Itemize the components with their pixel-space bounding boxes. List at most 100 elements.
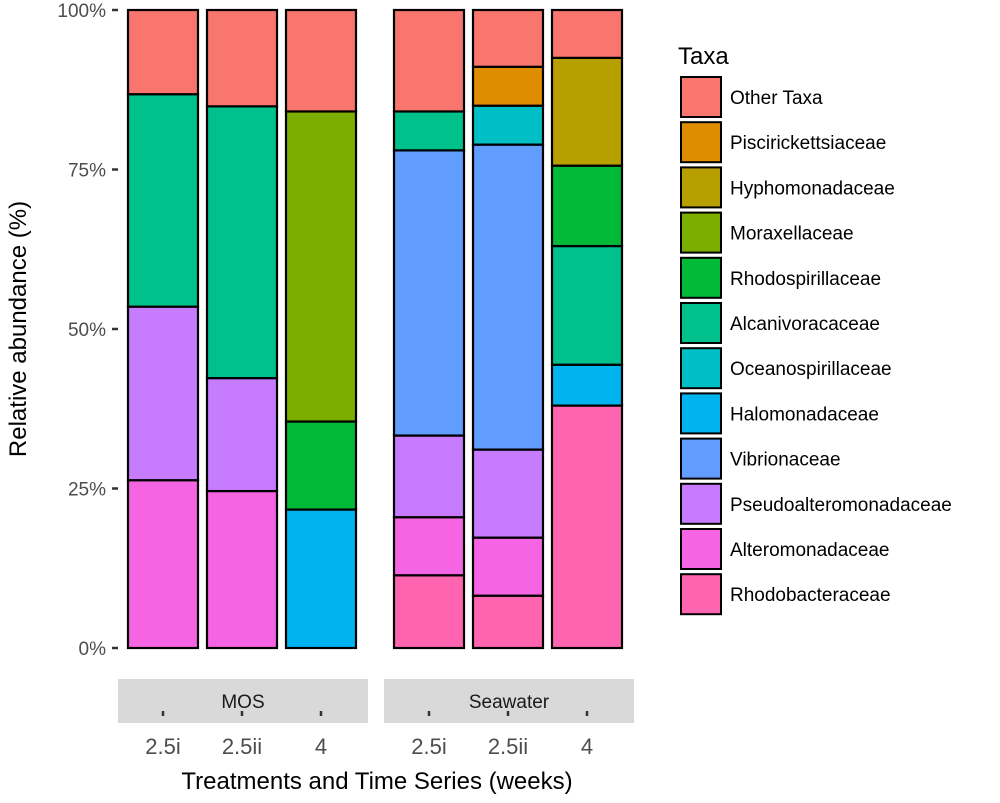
bar-segment-mos-4-rhodospirillaceae xyxy=(284,420,358,511)
bar-segment-seawater-2-5i-vibrionaceae xyxy=(392,149,466,437)
legend-item-alcanivoracaceae: Alcanivoracaceae xyxy=(680,302,880,344)
legend-item-rhodobacteraceae: Rhodobacteraceae xyxy=(680,573,891,616)
legend-item-halomonadaceae: Halomonadaceae xyxy=(680,392,879,435)
bar-segment-seawater-4-hyphomonadaceae xyxy=(550,56,624,167)
legend-key-piscirickettsiaceae xyxy=(680,121,722,164)
legend-label-other-taxa: Other Taxa xyxy=(730,88,823,109)
x-axis-tick-labels: 2.5i 2.5ii 4 2.5i 2.5ii 4 xyxy=(145,711,593,759)
bar-segment-seawater-4-other-taxa xyxy=(550,8,624,59)
y-tick-label-75: 75% xyxy=(68,161,106,182)
bar-segment-seawater-2-5i-rhodobacteraceae xyxy=(392,574,466,650)
facet-strip-mos: MOS xyxy=(118,679,368,723)
legend-label-hyphomonadaceae: Hyphomonadaceae xyxy=(730,178,895,199)
legend-item-moraxellaceae: Moraxellaceae xyxy=(680,211,854,254)
bar-mos-4 xyxy=(284,8,358,650)
legend-label-piscirickettsiaceae: Piscirickettsiaceae xyxy=(730,133,886,154)
legend-key-rhodobacteraceae xyxy=(680,573,722,616)
facet-strips: MOS Seawater xyxy=(118,679,634,723)
bar-segment-mos-2-5ii-pseudoalteromonadaceae xyxy=(205,377,279,493)
bar-segment-seawater-2-5ii-alteromonadaceae xyxy=(471,536,545,597)
bar-segment-seawater-4-halomonadaceae xyxy=(550,363,624,407)
legend-label-alcanivoracaceae: Alcanivoracaceae xyxy=(730,314,880,335)
bar-mos-2-5ii xyxy=(205,8,279,650)
bar-segment-mos-2-5i-alteromonadaceae xyxy=(126,479,200,650)
bar-segment-seawater-4-rhodobacteraceae xyxy=(550,404,624,650)
bar-segment-mos-4-moraxellaceae xyxy=(284,110,358,423)
legend-item-alteromonadaceae: Alteromonadaceae xyxy=(680,528,890,570)
bar-segment-seawater-2-5ii-oceanospirillaceae xyxy=(471,104,545,146)
legend-label-rhodobacteraceae: Rhodobacteraceae xyxy=(730,585,891,606)
legend-label-alteromonadaceae: Alteromonadaceae xyxy=(730,540,890,561)
bar-segment-seawater-2-5ii-vibrionaceae xyxy=(471,143,545,451)
bar-segment-mos-2-5ii-alcanivoracaceae xyxy=(205,105,279,380)
y-tick-label-100: 100% xyxy=(57,1,106,22)
legend-item-vibrionaceae: Vibrionaceae xyxy=(680,437,841,480)
x-tick-label-mos-2-5i: 2.5i xyxy=(145,734,180,759)
legend-item-pseudoalteromonadaceae: Pseudoalteromonadaceae xyxy=(680,482,952,525)
chart-panels xyxy=(126,8,624,650)
bar-seawater-4 xyxy=(550,8,624,650)
legend-item-rhodospirillaceae: Rhodospirillaceae xyxy=(680,256,881,299)
legend-key-alcanivoracaceae xyxy=(680,302,722,344)
y-tick-label-25: 25% xyxy=(68,480,106,501)
y-axis: 0% 25% 50% 75% 100% xyxy=(57,1,118,660)
legend-key-vibrionaceae xyxy=(680,437,722,480)
legend-key-halomonadaceae xyxy=(680,392,722,435)
legend-label-halomonadaceae: Halomonadaceae xyxy=(730,404,879,425)
legend: Taxa Other Taxa Piscirickettsiaceae Hyphom… xyxy=(678,43,952,616)
legend-label-moraxellaceae: Moraxellaceae xyxy=(730,224,854,245)
facet-strip-seawater: Seawater xyxy=(384,679,634,723)
panel-seawater xyxy=(392,8,624,650)
facet-label-seawater: Seawater xyxy=(469,692,550,713)
panel-mos xyxy=(126,8,358,650)
legend-label-rhodospirillaceae: Rhodospirillaceae xyxy=(730,269,881,290)
bar-segment-mos-2-5i-other-taxa xyxy=(126,8,200,96)
legend-item-oceanospirillaceae: Oceanospirillaceae xyxy=(680,347,892,390)
bar-segment-seawater-2-5ii-rhodobacteraceae xyxy=(471,594,545,650)
bar-segment-mos-4-other-taxa xyxy=(284,8,358,113)
facet-label-mos: MOS xyxy=(221,692,264,713)
legend-key-hyphomonadaceae xyxy=(680,166,722,209)
bar-seawater-2-5ii xyxy=(471,8,545,650)
bar-segment-seawater-2-5ii-piscirickettsiaceae xyxy=(471,65,545,107)
bar-segment-mos-2-5i-alcanivoracaceae xyxy=(126,93,200,308)
y-tick-label-0: 0% xyxy=(79,639,107,660)
legend-label-oceanospirillaceae: Oceanospirillaceae xyxy=(730,359,892,380)
bar-segment-mos-2-5ii-alteromonadaceae xyxy=(205,489,279,650)
y-tick-label-50: 50% xyxy=(68,320,106,341)
legend-item-other-taxa: Other Taxa xyxy=(680,76,823,118)
bar-segment-mos-2-5ii-other-taxa xyxy=(205,8,279,108)
bar-segment-seawater-2-5i-alcanivoracaceae xyxy=(392,110,466,152)
legend-items: Other Taxa Piscirickettsiaceae Hyphomonada… xyxy=(680,76,952,616)
bar-seawater-2-5i xyxy=(392,8,466,650)
bar-segment-seawater-2-5i-pseudoalteromonadaceae xyxy=(392,434,466,519)
legend-label-pseudoalteromonadaceae: Pseudoalteromonadaceae xyxy=(730,495,952,516)
x-axis-title: Treatments and Time Series (weeks) xyxy=(181,768,572,795)
legend-label-vibrionaceae: Vibrionaceae xyxy=(730,450,841,471)
x-tick-label-mos-2-5ii: 2.5ii xyxy=(222,734,262,759)
legend-key-pseudoalteromonadaceae xyxy=(680,482,722,525)
legend-key-oceanospirillaceae xyxy=(680,347,722,390)
bar-segment-seawater-2-5ii-pseudoalteromonadaceae xyxy=(471,448,545,539)
y-axis-title: Relative abundance (%) xyxy=(5,201,32,457)
bar-segment-seawater-2-5i-other-taxa xyxy=(392,8,466,113)
bar-segment-mos-4-halomonadaceae xyxy=(284,508,358,650)
bar-segment-seawater-4-alcanivoracaceae xyxy=(550,244,624,366)
bar-segment-seawater-2-5i-alteromonadaceae xyxy=(392,516,466,577)
x-tick-label-seawater-4: 4 xyxy=(581,734,593,759)
x-tick-label-mos-4: 4 xyxy=(315,734,327,759)
bar-segment-mos-2-5i-pseudoalteromonadaceae xyxy=(126,305,200,482)
bar-mos-2-5i xyxy=(126,8,200,650)
x-tick-label-seawater-2-5ii: 2.5ii xyxy=(488,734,528,759)
legend-key-moraxellaceae xyxy=(680,211,722,254)
legend-key-alteromonadaceae xyxy=(680,528,722,570)
x-tick-label-seawater-2-5i: 2.5i xyxy=(411,734,446,759)
legend-item-hyphomonadaceae: Hyphomonadaceae xyxy=(680,166,895,209)
bar-segment-seawater-4-rhodospirillaceae xyxy=(550,164,624,248)
legend-item-piscirickettsiaceae: Piscirickettsiaceae xyxy=(680,121,886,164)
bar-segment-seawater-2-5ii-other-taxa xyxy=(471,8,545,68)
legend-title: Taxa xyxy=(678,43,729,70)
legend-key-rhodospirillaceae xyxy=(680,256,722,299)
legend-key-other-taxa xyxy=(680,76,722,118)
